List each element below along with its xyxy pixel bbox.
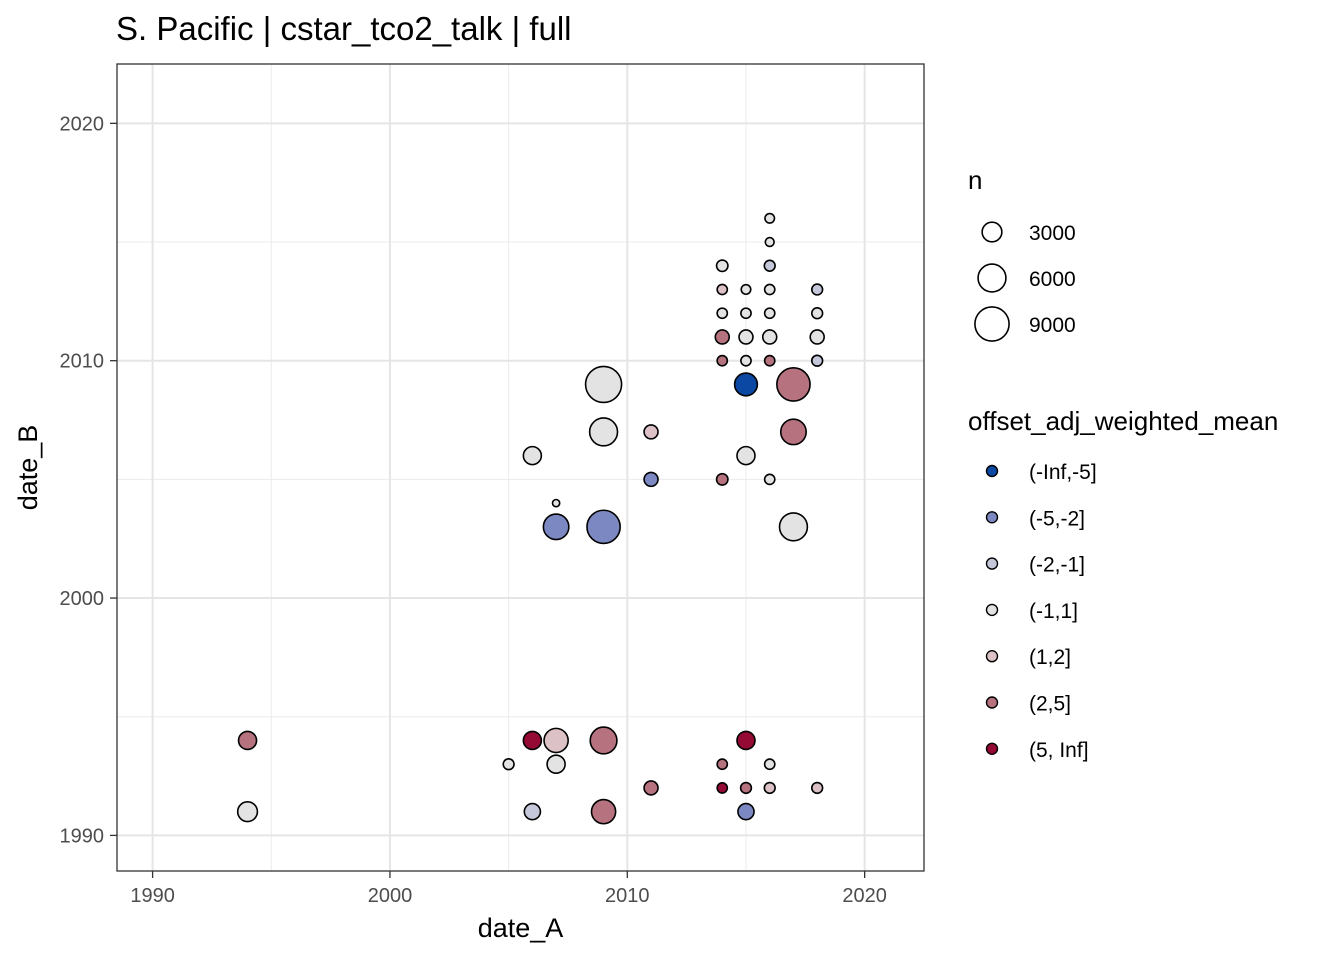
color-legend-label: (5, Inf] (1029, 739, 1089, 762)
data-point (586, 509, 621, 545)
data-point (643, 471, 659, 488)
y-axis: 1990 2000 2010 2020 (60, 113, 117, 847)
data-point (810, 307, 824, 320)
data-point (236, 801, 259, 823)
data-point (738, 329, 754, 345)
data-point (737, 802, 755, 821)
color-legend-label: (-1,1] (1029, 600, 1078, 623)
y-tick-label: 1990 (60, 825, 105, 847)
data-point (522, 445, 543, 466)
data-point (716, 782, 729, 794)
plot-panel (116, 63, 925, 872)
data-point (736, 445, 756, 466)
data-point (763, 781, 776, 795)
data-point (543, 727, 569, 754)
size-legend-key (974, 306, 1010, 342)
data-point (523, 802, 542, 821)
data-point (237, 730, 258, 751)
data-point (810, 283, 824, 296)
x-tick-label: 1990 (130, 885, 175, 907)
size-legend-title: n (968, 165, 982, 195)
data-point (763, 473, 776, 486)
x-tick-label: 2010 (605, 885, 650, 907)
y-tick-label: 2000 (60, 588, 105, 610)
data-point (502, 757, 515, 771)
data-point (778, 512, 809, 542)
data-point (740, 354, 752, 367)
data-point (584, 365, 623, 404)
data-point (542, 513, 570, 541)
data-point (589, 726, 618, 755)
panel-border (116, 63, 925, 872)
data-point (522, 730, 543, 751)
color-legend-title: offset_adj_weighted_mean (968, 406, 1278, 436)
data-point (763, 259, 776, 272)
data-point (764, 212, 776, 224)
y-axis-title: date_B (13, 425, 43, 511)
color-legend-key (985, 557, 999, 570)
size-legend-label: 3000 (1029, 222, 1076, 245)
data-point (763, 307, 776, 320)
color-legend-label: (-Inf,-5] (1029, 461, 1097, 484)
grid-lines (117, 64, 924, 871)
data-point (764, 236, 775, 248)
data-point (643, 780, 659, 796)
data-points (236, 212, 825, 825)
data-point (763, 354, 776, 367)
x-axis: 1990 2000 2010 2020 (130, 871, 887, 907)
y-tick-label: 2020 (60, 113, 105, 135)
x-axis-title: date_A (478, 913, 564, 943)
y-tick-label: 2010 (60, 351, 105, 373)
data-point (763, 283, 776, 296)
data-point (733, 372, 759, 397)
color-legend-label: (2,5] (1029, 693, 1071, 716)
color-legend: offset_adj_weighted_mean (-Inf,-5] (-5,-2… (968, 406, 1278, 762)
data-point (761, 329, 778, 345)
color-legend-key (985, 742, 999, 755)
data-point (551, 498, 561, 508)
size-legend-label: 9000 (1029, 314, 1076, 337)
color-legend-key (985, 650, 999, 663)
color-legend-key (985, 603, 999, 617)
data-point (546, 754, 566, 774)
data-point (740, 283, 752, 296)
data-point (776, 367, 811, 402)
data-point (588, 417, 619, 447)
data-point (716, 758, 729, 771)
data-point (716, 307, 729, 320)
panel-background (117, 64, 924, 871)
data-point (740, 307, 752, 320)
data-point (590, 798, 617, 825)
color-legend-label: (-2,-1] (1029, 554, 1085, 577)
data-point (763, 758, 776, 771)
chart-title: S. Pacific | cstar_tco2_talk | full (116, 10, 572, 47)
data-point (715, 472, 729, 486)
data-point (716, 354, 729, 367)
color-legend-key (985, 696, 999, 709)
data-point (736, 730, 756, 751)
color-legend-key (985, 511, 999, 524)
x-tick-label: 2000 (368, 885, 413, 907)
x-tick-label: 2020 (842, 885, 887, 907)
data-point (715, 259, 729, 273)
color-legend-label: (-5,-2] (1029, 507, 1085, 530)
size-legend-key (977, 263, 1007, 293)
data-point (779, 418, 807, 446)
color-legend-label: (1,2] (1029, 646, 1071, 669)
data-point (810, 781, 824, 795)
data-point (739, 781, 753, 795)
data-point (716, 283, 729, 296)
data-point (809, 329, 825, 345)
data-point (643, 424, 659, 440)
data-point (714, 329, 731, 345)
size-legend-label: 6000 (1029, 268, 1076, 291)
size-legend-key (981, 221, 1003, 243)
color-legend-key (985, 464, 999, 478)
size-legend: n 3000 6000 9000 (968, 165, 1076, 342)
data-point (810, 354, 824, 367)
